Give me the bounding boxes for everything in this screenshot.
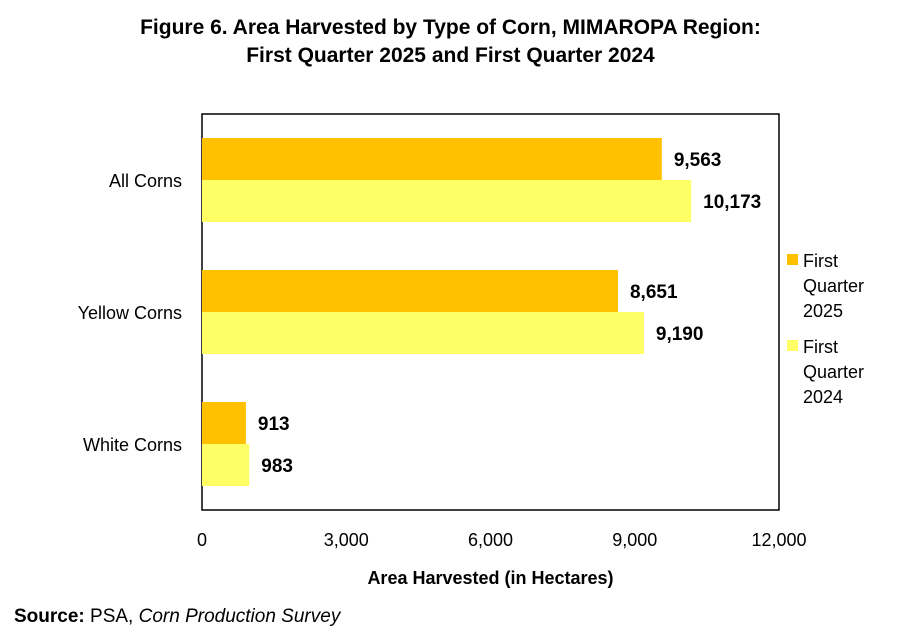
data-label-1-3: 913 bbox=[258, 414, 290, 435]
bar-1-2 bbox=[202, 270, 618, 312]
bar-1-1 bbox=[202, 138, 662, 180]
legend-label-1-line-2: Quarter bbox=[803, 276, 864, 296]
chart-title-line-2: First Quarter 2025 and First Quarter 202… bbox=[246, 44, 655, 67]
category-label-3: White Corns bbox=[83, 435, 182, 455]
source-text: PSA, bbox=[84, 606, 139, 627]
legend-label-1-line-1: First bbox=[803, 251, 838, 271]
bar-2-1 bbox=[202, 180, 692, 222]
data-label-2-3: 983 bbox=[261, 456, 293, 477]
category-label-2: Yellow Corns bbox=[78, 303, 182, 323]
legend-label-2-line-2: Quarter bbox=[803, 362, 864, 382]
data-label-1-1: 9,563 bbox=[674, 150, 722, 171]
data-label-1-2: 8,651 bbox=[630, 282, 678, 303]
legend-swatch-2 bbox=[787, 340, 798, 351]
x-axis-title: Area Harvested (in Hectares) bbox=[367, 568, 613, 588]
bar-chart: 9,563 10,173 All Corns 8,651 9,190 Yellow Cor… bbox=[78, 113, 864, 588]
bar-1-3 bbox=[202, 402, 246, 444]
bar-2-2 bbox=[202, 312, 644, 354]
x-tick-label-1: 0 bbox=[197, 530, 207, 550]
x-tick-label-3: 6,000 bbox=[468, 530, 513, 550]
legend-label-1-line-3: 2025 bbox=[803, 301, 843, 321]
bar-2-3 bbox=[202, 444, 250, 486]
legend-swatch-1 bbox=[787, 254, 798, 265]
legend-label-2-line-3: 2024 bbox=[803, 387, 843, 407]
x-tick-label-5: 12,000 bbox=[751, 530, 806, 550]
data-label-2-2: 9,190 bbox=[656, 324, 704, 345]
chart-title-line-1: Figure 6. Area Harvested by Type of Corn… bbox=[140, 16, 761, 39]
data-label-2-1: 10,173 bbox=[703, 192, 761, 213]
source-survey: Corn Production Survey bbox=[138, 606, 341, 627]
source-label: Source: bbox=[14, 606, 85, 627]
source-note: Source: PSA, Corn Production Survey bbox=[14, 606, 340, 628]
category-label-1: All Corns bbox=[109, 171, 182, 191]
x-tick-label-2: 3,000 bbox=[324, 530, 369, 550]
x-tick-label-4: 9,000 bbox=[612, 530, 657, 550]
legend-label-2-line-1: First bbox=[803, 337, 838, 357]
